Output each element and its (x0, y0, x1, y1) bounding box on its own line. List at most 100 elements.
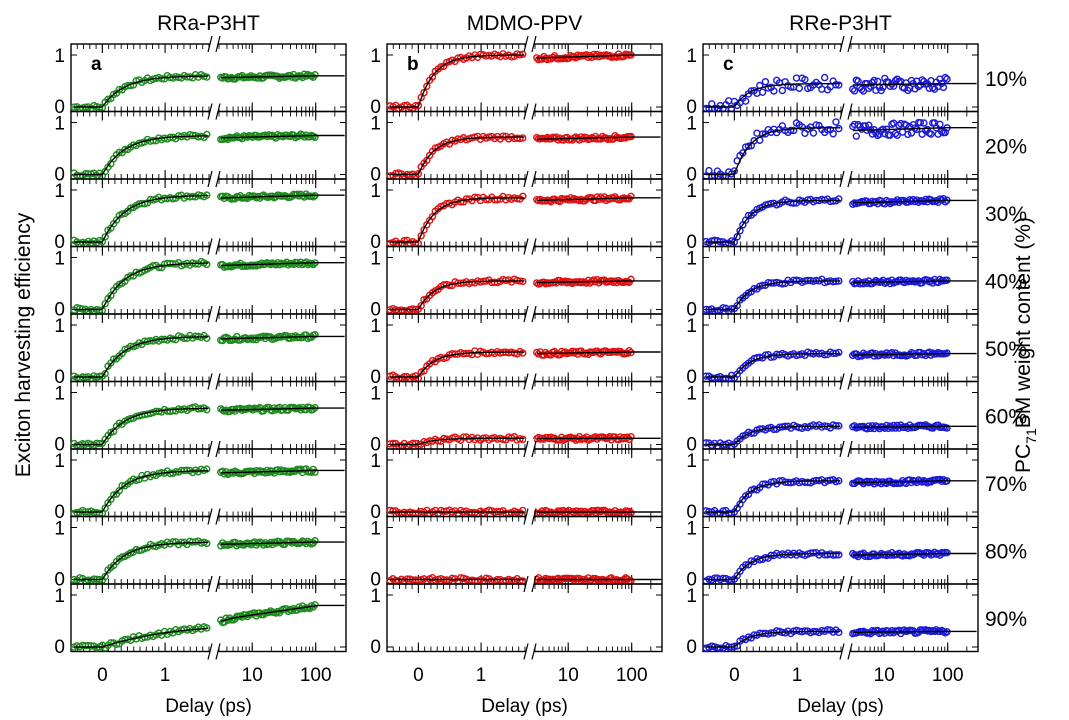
y-tick-label: 1 (54, 586, 65, 607)
axis-break-mark (847, 103, 853, 120)
data-point (941, 198, 949, 206)
y-tick-label: 1 (686, 46, 697, 67)
axis-break-mark (531, 373, 537, 390)
x-tick-label: 1 (160, 665, 171, 686)
subplot-row-5: 01 (370, 304, 663, 388)
fit-curve (74, 541, 209, 581)
axis-break-mark (839, 373, 845, 390)
axis-break-mark (207, 508, 213, 525)
data-point (927, 130, 935, 138)
fit-curve (74, 75, 209, 108)
panel-letter: c (723, 54, 734, 75)
y-tick-label: 1 (54, 451, 65, 472)
axis-break-gap (842, 371, 850, 392)
subplot-row-5: 01 (686, 304, 979, 388)
fit-curve (706, 127, 841, 176)
subplot-row-4: 01 (54, 236, 347, 321)
axis-break-mark (839, 35, 845, 53)
axis-break-gap (526, 304, 534, 324)
fit-curve (706, 280, 841, 311)
data-point (870, 76, 878, 85)
axis-break-gap (842, 439, 850, 459)
data-points (702, 348, 951, 383)
data-point (795, 84, 803, 92)
data-point (591, 196, 600, 205)
fit-curve (220, 469, 345, 474)
fit-curve (390, 136, 525, 176)
data-point (519, 192, 527, 200)
data-point (789, 126, 798, 135)
data-point (778, 86, 787, 95)
y-tick-label: 0 (370, 300, 381, 321)
data-point (220, 618, 229, 626)
subplot-row-7: 01 (54, 439, 347, 523)
fit-curve (390, 280, 525, 311)
axis-break-mark (523, 35, 529, 53)
data-points (70, 601, 319, 652)
y-tick-label: 0 (370, 570, 381, 591)
fit-curve (74, 262, 209, 311)
axis-break-mark (531, 575, 537, 593)
panel-title: RRe-P3HT (789, 12, 892, 35)
y-tick-label: 1 (686, 181, 697, 202)
y-tick-label: 0 (54, 165, 65, 186)
subplot-row-8: 01 (54, 506, 347, 591)
data-point (428, 73, 437, 81)
fit-curve (74, 470, 209, 513)
y-tick-label: 1 (54, 384, 65, 405)
y-tick-label: 1 (54, 519, 65, 540)
y-tick-label: 1 (370, 586, 381, 607)
axis-break-gap (526, 574, 534, 594)
subplot-frame (386, 583, 663, 653)
axis-break-mark (839, 440, 845, 458)
axis-break-mark (531, 305, 537, 323)
fit-curve (706, 425, 841, 446)
data-point (519, 50, 527, 59)
subplot-frame (70, 245, 347, 315)
data-point (778, 280, 787, 288)
axis-break-mark (839, 170, 845, 188)
data-point (789, 199, 798, 207)
fit-curve (706, 352, 841, 378)
data-points (70, 465, 319, 518)
y-tick-label: 0 (686, 165, 697, 186)
fit-curve (74, 135, 209, 176)
axis-break-mark (847, 238, 853, 255)
axis-break-mark (523, 508, 529, 525)
subplot-frame (70, 178, 347, 248)
axis-break-gap (210, 34, 218, 54)
data-point (126, 272, 135, 280)
x-axis-label: Delay (ps) (797, 696, 884, 717)
axis-break-mark (215, 575, 221, 593)
axis-break-mark (531, 170, 537, 188)
y-tick-label: 0 (686, 232, 697, 253)
x-axis-label: Delay (ps) (481, 696, 568, 717)
data-points (386, 432, 635, 450)
data-points (386, 192, 635, 248)
subplot-frame (70, 110, 347, 180)
data-point (203, 260, 211, 269)
axis-break-gap (210, 439, 218, 459)
data-point (904, 130, 912, 139)
y-tick-label: 1 (54, 249, 65, 270)
data-points (702, 73, 951, 113)
axis-break-mark (523, 575, 529, 593)
axis-break-mark (207, 170, 213, 188)
data-point (832, 81, 840, 89)
subplot-row-7: 01 (370, 439, 663, 523)
axis-break-mark (207, 35, 213, 53)
data-point (169, 195, 177, 203)
data-point (598, 132, 607, 141)
axis-break-mark (839, 238, 845, 255)
axis-break-mark (215, 440, 221, 458)
fit-curve (852, 82, 977, 86)
data-point (857, 85, 866, 94)
axis-break-gap (842, 169, 850, 189)
data-point (519, 134, 527, 142)
data-point (417, 232, 425, 240)
fit-curve (852, 352, 977, 356)
fit-curve (74, 407, 209, 446)
y-tick-label: 0 (54, 97, 65, 118)
axis-break-mark (847, 35, 853, 53)
